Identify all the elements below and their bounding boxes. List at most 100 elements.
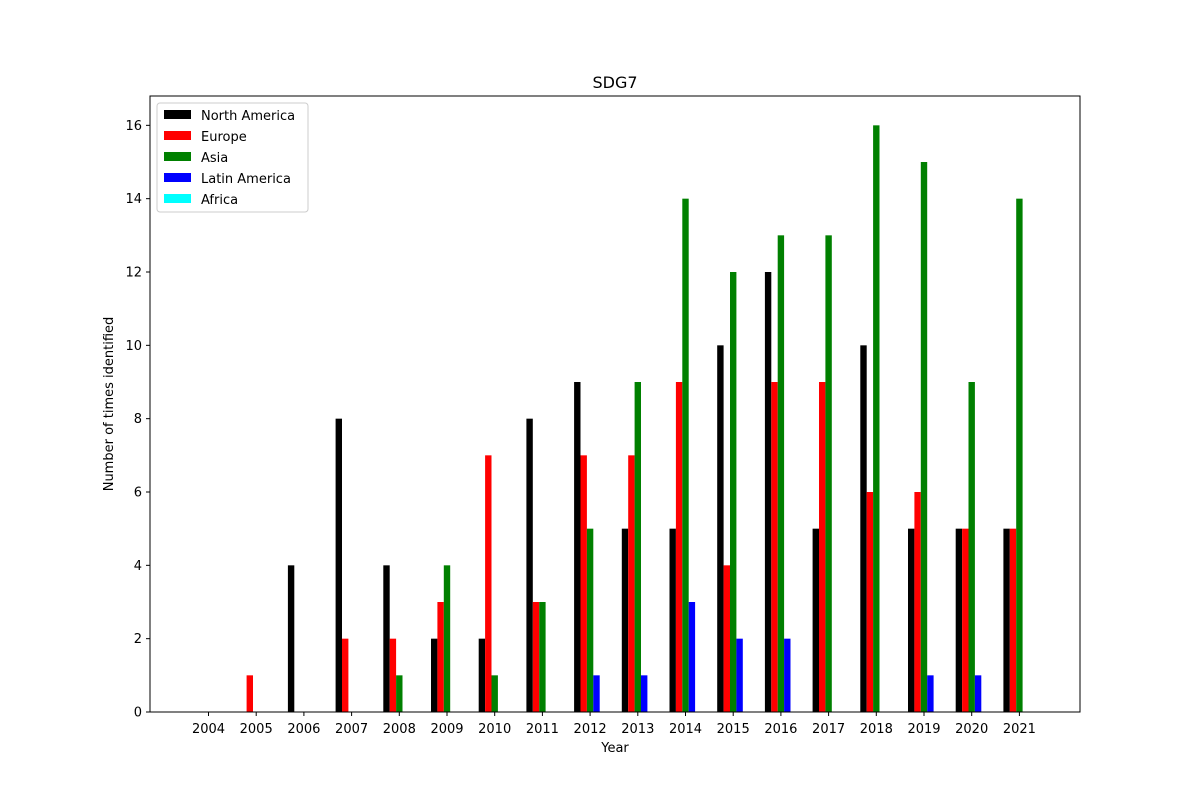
bar-asia-2008 (396, 675, 403, 712)
bar-europe-2014 (675, 382, 683, 712)
x-tick-label: 2017 (812, 722, 845, 737)
bar-north-america-2009 (431, 638, 438, 712)
bar-north-america-2017 (812, 528, 819, 712)
x-tick-label: 2021 (1003, 722, 1036, 737)
bar-north-america-2021 (1003, 528, 1010, 712)
bar-north-america-2006 (287, 565, 295, 712)
legend-label: North America (201, 109, 295, 124)
bar-europe-2012 (580, 455, 587, 712)
bar-north-america-2007 (335, 418, 342, 712)
y-tick-label: 4 (134, 559, 142, 574)
bar-north-america-2016 (764, 272, 772, 712)
bar-europe-2009 (437, 602, 444, 712)
bar-north-america-2012 (574, 382, 581, 712)
legend: North America Europe Asia Latin America Afri… (156, 102, 309, 213)
y-tick-label: 12 (125, 266, 142, 281)
x-tick-label: 2011 (526, 722, 559, 737)
legend-frame (156, 102, 309, 213)
bar-asia-2013 (634, 382, 641, 712)
bar-europe-2008 (389, 638, 397, 712)
x-tick-label: 2007 (335, 722, 368, 737)
x-tick-label: 2004 (192, 722, 225, 737)
bar-north-america-2008 (383, 565, 390, 712)
bar-north-america-2013 (621, 528, 629, 712)
bar-north-america-2010 (478, 638, 486, 712)
plot-frame (149, 95, 1081, 713)
x-tick-label: 2014 (669, 722, 702, 737)
bar-latin-america-2015 (736, 638, 743, 712)
y-tick-label: 14 (125, 192, 142, 207)
x-tick-label: 2016 (764, 722, 797, 737)
bar-europe-2011 (532, 602, 540, 712)
x-axis-label: Year (600, 741, 629, 756)
y-axis-label: Number of times identified (102, 317, 117, 492)
bar-europe-2007 (342, 638, 349, 712)
bar-north-america-2015 (717, 345, 724, 712)
x-tick-label: 2009 (430, 722, 463, 737)
legend-swatch (164, 194, 191, 203)
bar-europe-2021 (1009, 528, 1017, 712)
bar-latin-america-2014 (688, 602, 696, 712)
bar-north-america-2020 (955, 528, 963, 712)
bar-asia-2017 (825, 235, 832, 713)
bar-europe-2016 (771, 382, 778, 712)
legend-swatch (164, 173, 191, 182)
x-tick-label: 2005 (240, 722, 273, 737)
bar-europe-2017 (819, 382, 826, 712)
bar-europe-2020 (962, 528, 969, 712)
legend-swatch (164, 110, 191, 119)
x-tick-label: 2006 (287, 722, 320, 737)
x-tick-label: 2010 (478, 722, 511, 737)
bar-europe-2010 (485, 455, 492, 712)
bar-europe-2019 (914, 492, 921, 712)
bar-latin-america-2016 (784, 638, 791, 712)
bar-europe-2015 (723, 565, 730, 712)
x-tick-label: 2018 (860, 722, 893, 737)
y-tick-label: 2 (134, 632, 142, 647)
x-tick-label: 2012 (574, 722, 607, 737)
bar-latin-america-2012 (593, 675, 600, 712)
bar-asia-2014 (682, 198, 689, 712)
x-ticks-layer: 2004 2005 2006 2007 2008 2009 2010 2011 2012 2013… (192, 712, 1036, 737)
bar-latin-america-2013 (641, 675, 648, 712)
legend-swatch (164, 152, 191, 161)
y-tick-label: 6 (134, 486, 142, 501)
legend-swatch (164, 131, 191, 140)
legend-label: Europe (201, 130, 247, 145)
x-tick-label: 2019 (907, 722, 940, 737)
y-tick-label: 10 (125, 339, 142, 354)
bar-latin-america-2019 (927, 675, 934, 712)
bar-north-america-2014 (669, 528, 676, 712)
bar-europe-2013 (628, 455, 635, 712)
bar-asia-2011 (539, 602, 546, 712)
bar-asia-2021 (1016, 198, 1023, 712)
bar-asia-2009 (443, 565, 451, 712)
legend-label: Latin America (201, 172, 291, 187)
bar-europe-2018 (866, 492, 874, 712)
y-tick-label: 0 (134, 706, 142, 721)
x-tick-label: 2020 (955, 722, 988, 737)
bar-europe-2005 (246, 675, 253, 712)
bar-asia-2016 (777, 235, 785, 713)
bar-asia-2020 (968, 382, 975, 712)
x-tick-label: 2008 (383, 722, 416, 737)
y-tick-label: 8 (134, 412, 142, 427)
bar-asia-2010 (491, 675, 498, 712)
y-ticks-layer: 0 2 4 6 8 10 12 14 16 (125, 119, 150, 721)
bar-north-america-2018 (860, 345, 867, 712)
bar-asia-2015 (730, 272, 737, 712)
x-tick-label: 2015 (717, 722, 750, 737)
legend-label: Africa (201, 193, 238, 208)
legend-label: Asia (201, 151, 228, 166)
x-tick-label: 2013 (621, 722, 654, 737)
bar-asia-2019 (920, 162, 928, 712)
bar-north-america-2019 (908, 528, 915, 712)
chart-title: SDG7 (592, 73, 637, 92)
bar-asia-2012 (586, 528, 594, 712)
y-tick-label: 16 (125, 119, 142, 134)
bar-latin-america-2020 (974, 675, 982, 712)
bars-layer (246, 125, 1023, 713)
bar-north-america-2011 (526, 418, 533, 712)
